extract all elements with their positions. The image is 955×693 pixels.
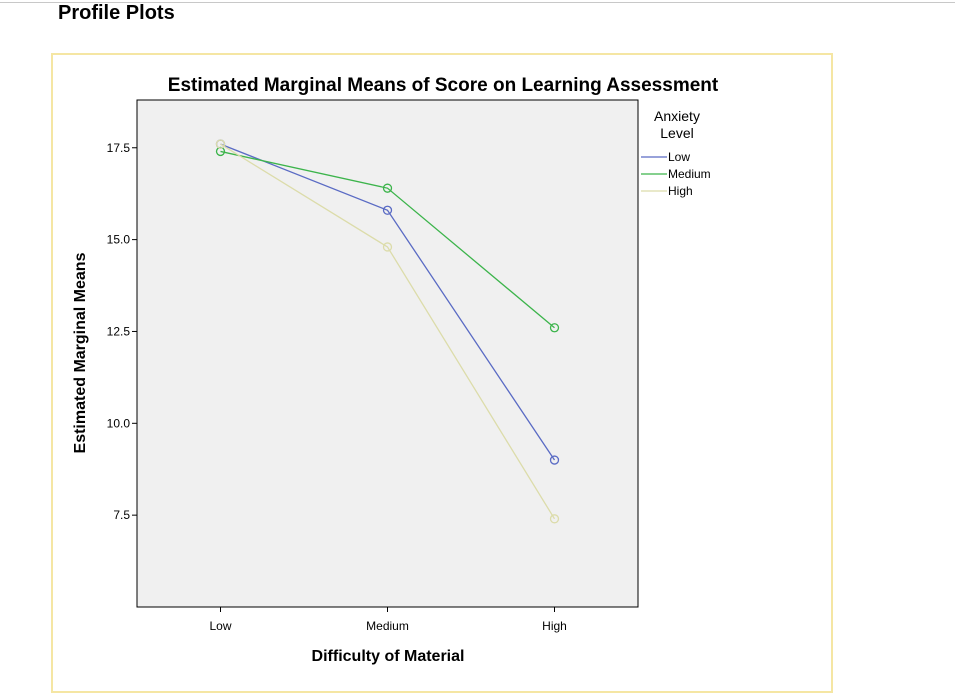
- legend: Anxiety Level Low Medium High: [641, 108, 711, 198]
- series-line-low: [220, 143, 556, 461]
- x-tick-label: Low: [209, 619, 231, 633]
- legend-title-line2: Level: [660, 125, 693, 141]
- legend-items: Low Medium High: [641, 150, 711, 198]
- x-tick-label: Medium: [366, 619, 409, 633]
- data-point-low: [549, 455, 560, 465]
- y-tick-label: 10.0: [107, 416, 131, 430]
- legend-label-low: Low: [668, 150, 690, 164]
- y-tick-label: 7.5: [113, 508, 130, 522]
- x-axis-label: Difficulty of Material: [312, 648, 465, 665]
- plot-area: [136, 99, 639, 608]
- y-tick-label: 17.5: [107, 141, 131, 155]
- series-line-high: [220, 143, 556, 520]
- y-axis: 7.5 10.0 12.5 15.0 17.5: [107, 141, 137, 522]
- y-axis-label: Estimated Marginal Means: [72, 252, 89, 453]
- series-line-medium: [220, 150, 555, 329]
- top-divider: [0, 2, 955, 3]
- series-group: [215, 139, 560, 524]
- x-axis: Low Medium High: [209, 607, 567, 633]
- y-tick-label: 12.5: [107, 324, 131, 338]
- data-point-high: [549, 514, 560, 524]
- profile-plot-chart: Estimated Marginal Means of Score on Lea…: [72, 75, 719, 665]
- y-tick-label: 15.0: [107, 233, 131, 247]
- data-point-medium: [215, 146, 226, 157]
- data-point-high: [215, 139, 226, 149]
- legend-title-line1: Anxiety: [654, 108, 700, 124]
- legend-label-high: High: [668, 184, 693, 198]
- data-point-medium: [382, 183, 393, 193]
- section-title: Profile Plots: [58, 2, 175, 24]
- x-tick-label: High: [542, 619, 567, 633]
- legend-label-medium: Medium: [668, 167, 711, 181]
- chart-title: Estimated Marginal Means of Score on Lea…: [168, 75, 719, 96]
- data-point-medium: [549, 323, 560, 333]
- data-point-low: [382, 205, 393, 215]
- data-point-high: [382, 242, 393, 252]
